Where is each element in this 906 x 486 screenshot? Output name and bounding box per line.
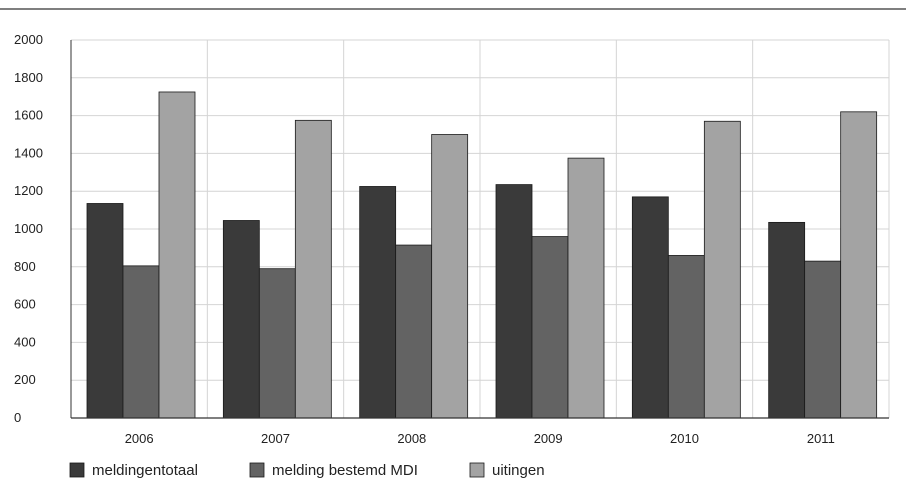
y-tick-label: 1600 — [14, 108, 43, 123]
y-tick-label: 0 — [14, 410, 21, 425]
bar-meldingentotaal-2008 — [359, 186, 397, 419]
legend: meldingentotaal melding bestemd MDI uiting… — [69, 462, 545, 479]
legend-label: melding bestemd MDI — [272, 462, 418, 479]
bar-uitingen-2006 — [158, 91, 196, 419]
bar-melding-bestemd-mdi-2008 — [395, 244, 433, 419]
bar-uitingen-2007 — [294, 119, 332, 419]
y-tick-label: 2000 — [14, 32, 43, 47]
y-tick-label: 1200 — [14, 183, 43, 198]
y-tick-label: 400 — [14, 334, 36, 349]
x-tick-labels: 2006 2007 2008 2009 2010 2011 — [125, 431, 835, 446]
bar-melding-bestemd-mdi-2007 — [258, 268, 296, 419]
y-tick-labels: 0 200 400 600 800 1000 1200 1400 1600 1800 2000 — [14, 32, 43, 425]
grid-lines — [71, 39, 890, 418]
legend-label: meldingentotaal — [92, 462, 198, 479]
legend-label: uitingen — [492, 462, 545, 479]
bar-meldingentotaal-2011 — [768, 221, 806, 419]
y-tick-label: 1400 — [14, 145, 43, 160]
bar-uitingen-2010 — [703, 120, 741, 419]
bar-uitingen-2009 — [567, 157, 605, 419]
bar-meldingentotaal-2007 — [222, 220, 260, 419]
x-tick-label: 2007 — [261, 431, 290, 446]
bar-meldingentotaal-2009 — [495, 184, 533, 419]
bar-melding-bestemd-mdi-2006 — [122, 265, 160, 419]
y-tick-label: 1800 — [14, 70, 43, 85]
y-tick-label: 800 — [14, 259, 36, 274]
x-tick-label: 2006 — [125, 431, 154, 446]
bar-meldingentotaal-2006 — [86, 203, 124, 419]
axes-group — [70, 40, 889, 419]
bar-meldingentotaal-2010 — [631, 196, 669, 419]
bar-melding-bestemd-mdi-2011 — [804, 260, 842, 419]
bar-uitingen-2008 — [431, 134, 469, 419]
x-tick-label: 2009 — [534, 431, 563, 446]
x-tick-label: 2008 — [397, 431, 426, 446]
legend-swatch — [469, 462, 485, 478]
x-tick-label: 2011 — [807, 431, 835, 446]
y-tick-label: 200 — [14, 372, 36, 387]
bar-melding-bestemd-mdi-2009 — [531, 236, 569, 419]
bar-uitingen-2011 — [840, 111, 878, 419]
y-tick-label: 600 — [14, 297, 36, 312]
y-tick-label: 1000 — [14, 221, 43, 236]
x-tick-label: 2010 — [670, 431, 699, 446]
legend-swatch — [249, 462, 265, 478]
bars-group — [86, 91, 878, 419]
bar-melding-bestemd-mdi-2010 — [667, 255, 705, 419]
legend-swatch — [69, 462, 85, 478]
